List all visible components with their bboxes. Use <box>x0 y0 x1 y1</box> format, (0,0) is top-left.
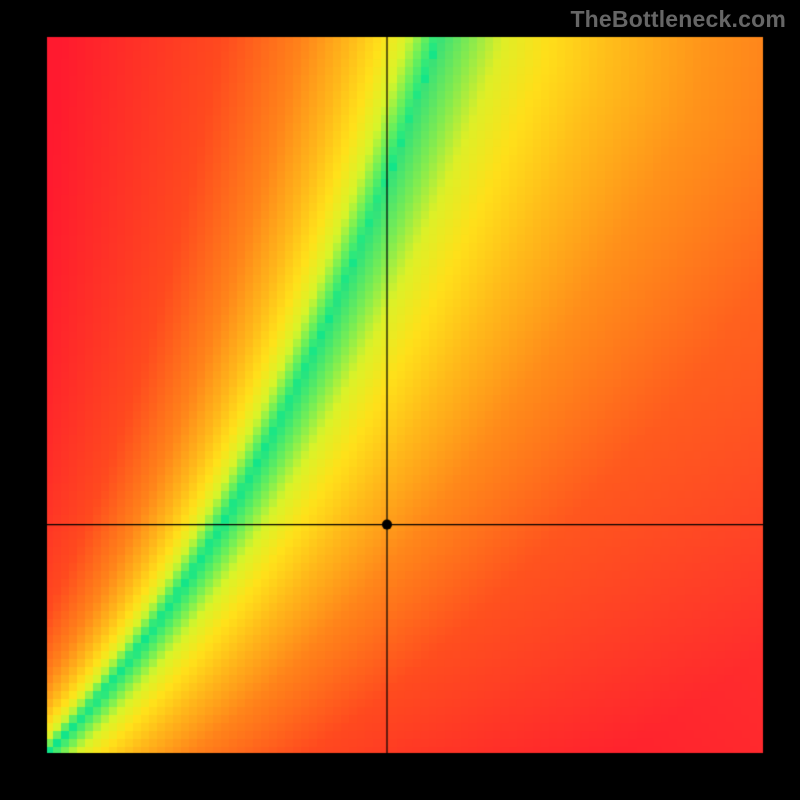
bottleneck-heatmap <box>0 0 800 800</box>
watermark-text: TheBottleneck.com <box>570 6 786 33</box>
